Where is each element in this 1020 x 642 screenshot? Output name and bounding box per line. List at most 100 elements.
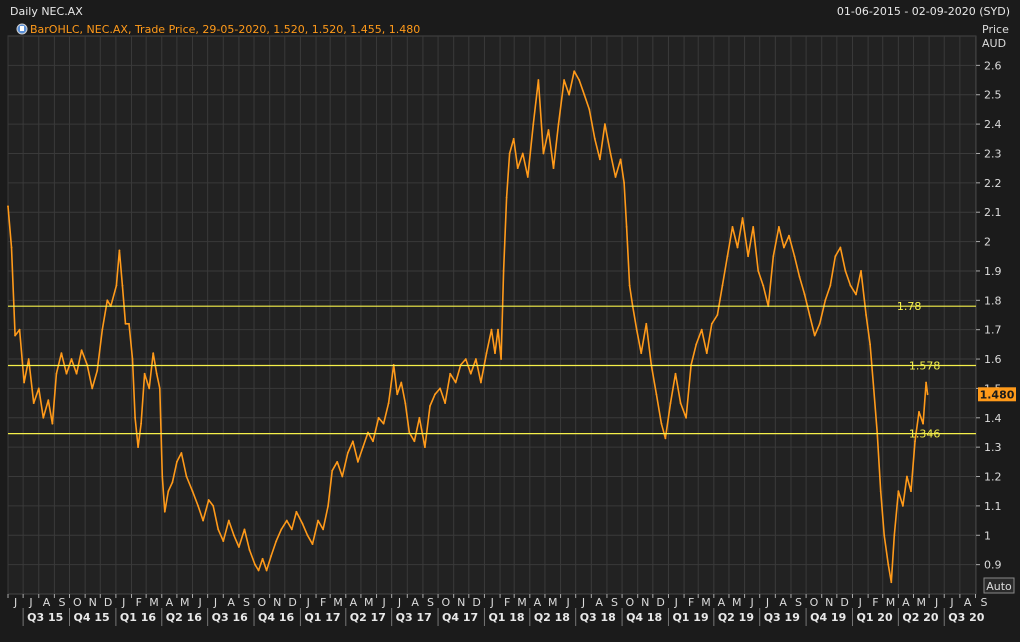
y-tick-label: 2.3	[984, 147, 1002, 160]
month-label: A	[779, 596, 787, 609]
price-point	[500, 358, 502, 360]
price-point	[248, 549, 251, 551]
price-point	[578, 79, 581, 81]
price-point	[660, 422, 663, 425]
price-point	[290, 528, 293, 531]
price-point	[23, 381, 26, 384]
price-point	[547, 129, 550, 131]
month-label: J	[13, 596, 17, 609]
price-point	[227, 519, 230, 522]
price-point	[700, 328, 703, 331]
y-tick-label: 1.1	[984, 500, 1002, 513]
price-point	[317, 519, 319, 522]
price-point	[306, 534, 309, 537]
price-point	[161, 475, 164, 478]
price-point	[839, 246, 842, 249]
price-point	[772, 255, 775, 258]
price-point	[70, 358, 73, 360]
price-point	[640, 352, 643, 355]
price-point	[757, 270, 760, 272]
price-point	[429, 405, 431, 407]
price-point	[803, 293, 806, 296]
price-point	[311, 543, 314, 545]
y-tick-label: 2.6	[984, 59, 1002, 72]
y-tick-label: 0.9	[984, 559, 1002, 572]
price-point	[396, 393, 399, 396]
price-point	[537, 79, 540, 81]
price-point	[628, 284, 631, 287]
month-label: N	[825, 596, 833, 609]
price-point	[480, 381, 482, 384]
price-point	[914, 440, 916, 443]
price-point	[118, 249, 121, 252]
y-tick-label: 1.4	[984, 412, 1002, 425]
y-axis-title-line2: AUD	[982, 37, 1006, 50]
price-point	[152, 352, 155, 355]
price-point	[910, 490, 912, 493]
month-label: S	[58, 596, 65, 609]
price-point	[705, 352, 708, 355]
auto-button[interactable]: Auto	[983, 577, 1015, 594]
y-tick-label: 1.6	[984, 353, 1002, 366]
month-label: M	[886, 596, 896, 609]
y-tick-label: 2.1	[984, 206, 1002, 219]
price-point	[140, 422, 143, 425]
price-point	[60, 352, 63, 355]
legend-icon[interactable]	[16, 23, 28, 35]
price-point	[598, 158, 601, 161]
month-label: M	[732, 596, 742, 609]
price-point	[813, 334, 816, 337]
month-label: M	[364, 596, 374, 609]
price-point	[731, 225, 734, 228]
price-point	[106, 299, 109, 302]
price-point	[568, 93, 571, 96]
price-point	[526, 176, 529, 178]
price-point	[614, 176, 617, 178]
price-point	[207, 499, 210, 501]
price-point	[382, 422, 385, 425]
price-point	[922, 422, 924, 425]
month-label: M	[149, 596, 159, 609]
price-point	[752, 225, 755, 228]
price-point	[254, 563, 256, 566]
price-point	[47, 399, 50, 402]
price-point	[285, 519, 288, 522]
month-label: A	[534, 596, 542, 609]
price-point	[413, 440, 416, 443]
price-point	[669, 402, 672, 405]
price-point	[270, 554, 273, 557]
month-label: A	[718, 596, 726, 609]
price-point	[808, 314, 811, 316]
month-label: J	[197, 596, 201, 609]
y-tick-label: 2	[984, 236, 991, 249]
price-point	[115, 284, 118, 287]
price-point	[798, 275, 801, 278]
price-point	[685, 416, 688, 419]
y-tick-label: 2.5	[984, 89, 1002, 102]
series-line	[7, 70, 929, 584]
price-point	[474, 358, 477, 360]
quarter-label: Q1 16	[120, 611, 156, 624]
y-tick-label: 2.4	[984, 118, 1002, 131]
level-label: 1.346	[909, 428, 941, 441]
month-label: F	[504, 596, 510, 609]
price-point	[222, 540, 225, 543]
price-point	[494, 352, 496, 355]
month-label: S	[243, 596, 250, 609]
month-label: J	[765, 596, 769, 609]
price-point	[171, 481, 174, 484]
quarter-label: Q3 18	[580, 611, 616, 624]
month-label: D	[472, 596, 480, 609]
price-point	[872, 387, 875, 390]
month-label: D	[656, 596, 664, 609]
price-point	[217, 528, 220, 531]
price-point	[818, 322, 821, 325]
quarter-label: Q2 18	[534, 611, 570, 624]
y-tick-label: 1.2	[984, 471, 1002, 484]
price-point	[158, 387, 161, 390]
price-point	[741, 217, 744, 219]
price-point	[257, 569, 260, 572]
month-label: A	[43, 596, 51, 609]
quarter-label: Q4 16	[258, 611, 294, 624]
